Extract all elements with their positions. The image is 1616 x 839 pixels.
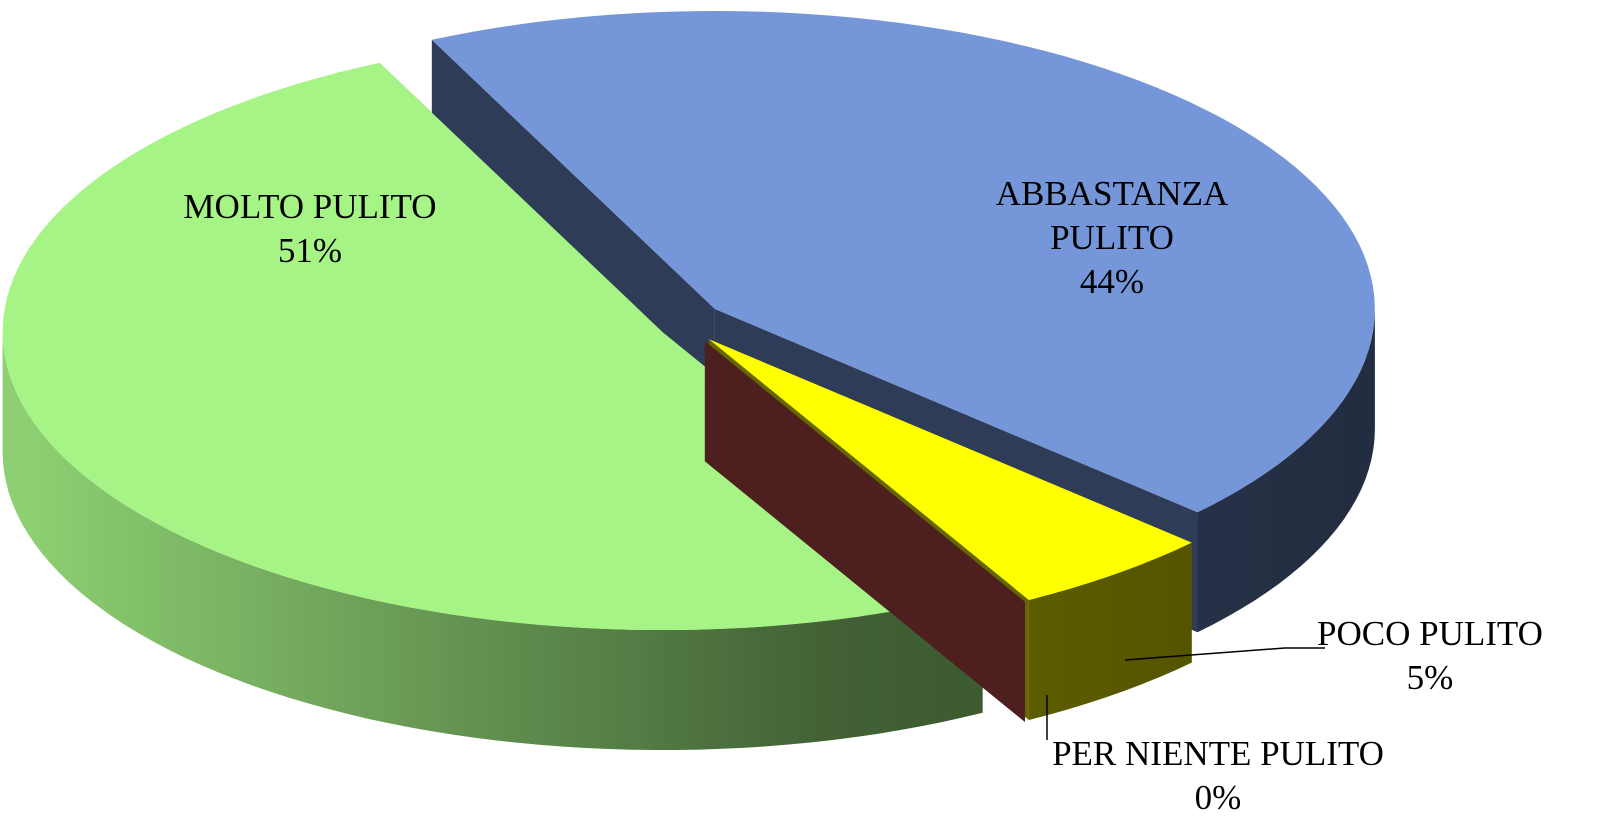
- category-label: MOLTO PULITO: [183, 187, 437, 226]
- data-label: ABBASTANZA PULITO 44%: [962, 172, 1262, 304]
- slice-top: [704, 341, 1025, 602]
- data-label: PER NIENTE PULITO 0%: [918, 732, 1518, 820]
- value-label: 51%: [277, 231, 343, 270]
- category-label: POCO PULITO: [1317, 614, 1543, 653]
- slices: [2, 11, 1375, 750]
- slice-top: [2, 62, 983, 630]
- data-label: POCO PULITO 5%: [1130, 612, 1616, 700]
- category-label: PER NIENTE PULITO: [1052, 734, 1384, 773]
- value-label: 0%: [1194, 778, 1242, 817]
- slice-wall: [1197, 309, 1375, 633]
- slice-top: [709, 339, 1192, 600]
- slice-cut-face: [704, 341, 1025, 722]
- value-label: 5%: [1406, 658, 1454, 697]
- slice-wall: [2, 332, 983, 750]
- slice-wall: [1028, 542, 1192, 720]
- category-label: ABBASTANZA PULITO: [995, 174, 1229, 257]
- data-label: MOLTO PULITO 51%: [10, 185, 610, 273]
- leader-line: [1124, 647, 1286, 661]
- slice: [704, 341, 1025, 722]
- value-label: 44%: [1079, 262, 1145, 301]
- slice-top: [431, 11, 1375, 513]
